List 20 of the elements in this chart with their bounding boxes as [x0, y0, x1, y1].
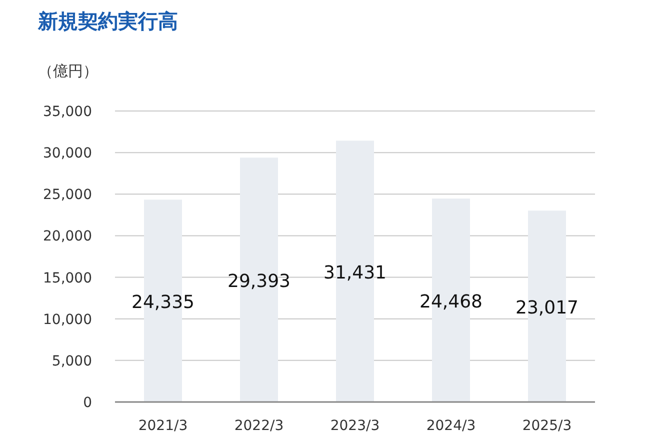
data-label: 24,335	[132, 292, 194, 313]
x-tick-label: 2025/3	[522, 418, 572, 434]
y-tick-label: 30,000	[43, 146, 92, 162]
x-tick-label: 2024/3	[426, 418, 476, 434]
y-axis-title: （億円）	[38, 62, 98, 80]
chart-title: 新規契約実行高	[37, 9, 178, 33]
y-tick-label: 20,000	[43, 228, 92, 245]
data-label: 29,393	[228, 270, 290, 292]
data-label: 31,431	[324, 262, 386, 284]
x-tick-label: 2023/3	[330, 418, 380, 434]
y-tick-label: 5,000	[52, 353, 92, 370]
data-label: 24,468	[420, 291, 482, 312]
data-label: 23,017	[516, 297, 578, 318]
y-tick-label: 10,000	[43, 312, 92, 328]
x-tick-label: 2022/3	[234, 418, 284, 434]
y-tick-label: 25,000	[43, 187, 92, 204]
y-tick-label: 15,000	[43, 270, 92, 286]
x-tick-label: 2021/3	[138, 418, 188, 434]
y-tick-label: 35,000	[43, 104, 92, 120]
y-tick-label: 0	[83, 395, 92, 411]
